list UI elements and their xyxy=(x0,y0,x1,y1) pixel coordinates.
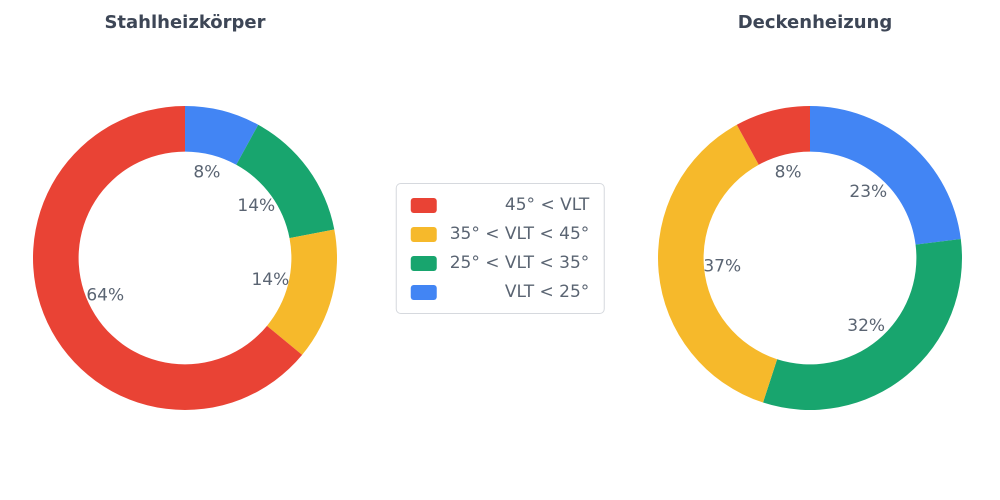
pie-slice xyxy=(266,229,337,355)
legend-swatch xyxy=(410,255,437,271)
legend-swatch xyxy=(410,226,437,242)
percent-label: 8% xyxy=(193,163,220,183)
donut-chart-stahlheizkoerper: 8% 14% 14% 64% xyxy=(32,106,337,410)
percent-label: 37% xyxy=(703,256,741,276)
legend-label: 35° < VLT < 45° xyxy=(449,224,590,244)
pie-slice xyxy=(763,238,962,410)
legend-item: 35° < VLT < 45° xyxy=(410,222,590,246)
pie-slice xyxy=(657,124,778,403)
percent-label: 23% xyxy=(849,182,887,202)
legend-label: 25° < VLT < 35° xyxy=(449,253,590,273)
legend-item: 45° < VLT xyxy=(410,193,590,217)
percent-label: 8% xyxy=(775,163,802,183)
legend-label: 45° < VLT xyxy=(504,195,590,215)
donut-chart-deckenheizung: 23% 32% 37% 8% xyxy=(657,106,962,410)
pie-slice xyxy=(810,106,961,245)
pie-slice xyxy=(236,124,335,239)
percent-label: 14% xyxy=(237,196,275,216)
legend-item: VLT < 25° xyxy=(410,280,590,304)
pie-slice xyxy=(185,106,259,165)
pie-slice xyxy=(736,106,810,165)
percent-label: 32% xyxy=(847,316,885,336)
legend-item: 25° < VLT < 35° xyxy=(410,251,590,275)
chart-title-deckenheizung: Deckenheizung xyxy=(737,12,893,33)
percent-label: 14% xyxy=(251,270,289,290)
legend-swatch xyxy=(410,284,437,300)
chart-title-stahlheizkoerper: Stahlheizkörper xyxy=(104,12,266,33)
legend-swatch xyxy=(410,197,437,213)
legend: 45° < VLT 35° < VLT < 45° 25° < VLT < 35° V… xyxy=(395,183,605,314)
legend-label: VLT < 25° xyxy=(504,282,590,302)
pie-slice xyxy=(32,106,303,410)
percent-label: 64% xyxy=(86,286,124,306)
